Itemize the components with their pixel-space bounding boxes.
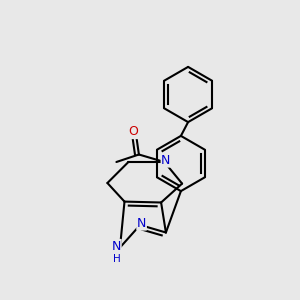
Text: N: N [161, 154, 171, 167]
Text: O: O [129, 125, 138, 139]
Text: N: N [137, 217, 146, 230]
Text: N: N [112, 239, 121, 253]
Text: H: H [113, 254, 121, 265]
